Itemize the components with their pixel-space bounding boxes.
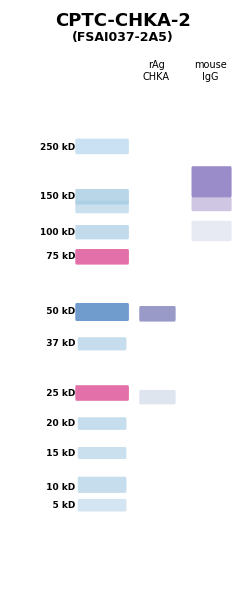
Text: 100 kD: 100 kD — [40, 227, 75, 236]
Text: mouse
IgG: mouse IgG — [194, 60, 227, 82]
Text: 37 kD: 37 kD — [40, 340, 75, 348]
FancyBboxPatch shape — [192, 221, 232, 241]
FancyBboxPatch shape — [192, 197, 232, 211]
FancyBboxPatch shape — [75, 200, 129, 213]
FancyBboxPatch shape — [75, 139, 129, 154]
Text: rAg
CHKA: rAg CHKA — [143, 60, 170, 82]
Text: 5 kD: 5 kD — [40, 502, 75, 510]
Text: 20 kD: 20 kD — [40, 419, 75, 428]
FancyBboxPatch shape — [192, 166, 232, 197]
Text: 75 kD: 75 kD — [40, 252, 75, 262]
FancyBboxPatch shape — [78, 447, 126, 459]
FancyBboxPatch shape — [75, 189, 129, 205]
FancyBboxPatch shape — [75, 249, 129, 265]
Text: CPTC-CHKA-2: CPTC-CHKA-2 — [55, 12, 191, 30]
FancyBboxPatch shape — [75, 225, 129, 239]
Text: (FSAI037-2A5): (FSAI037-2A5) — [72, 31, 174, 44]
FancyBboxPatch shape — [75, 303, 129, 321]
Text: 25 kD: 25 kD — [40, 389, 75, 398]
FancyBboxPatch shape — [78, 337, 126, 350]
Text: 50 kD: 50 kD — [40, 307, 75, 317]
Text: 10 kD: 10 kD — [40, 482, 75, 492]
FancyBboxPatch shape — [139, 306, 176, 322]
FancyBboxPatch shape — [78, 499, 126, 511]
FancyBboxPatch shape — [139, 390, 176, 404]
FancyBboxPatch shape — [78, 476, 126, 493]
Text: 250 kD: 250 kD — [40, 142, 75, 151]
Text: 15 kD: 15 kD — [40, 449, 75, 457]
Text: 150 kD: 150 kD — [40, 192, 75, 201]
FancyBboxPatch shape — [75, 385, 129, 401]
FancyBboxPatch shape — [78, 418, 126, 430]
